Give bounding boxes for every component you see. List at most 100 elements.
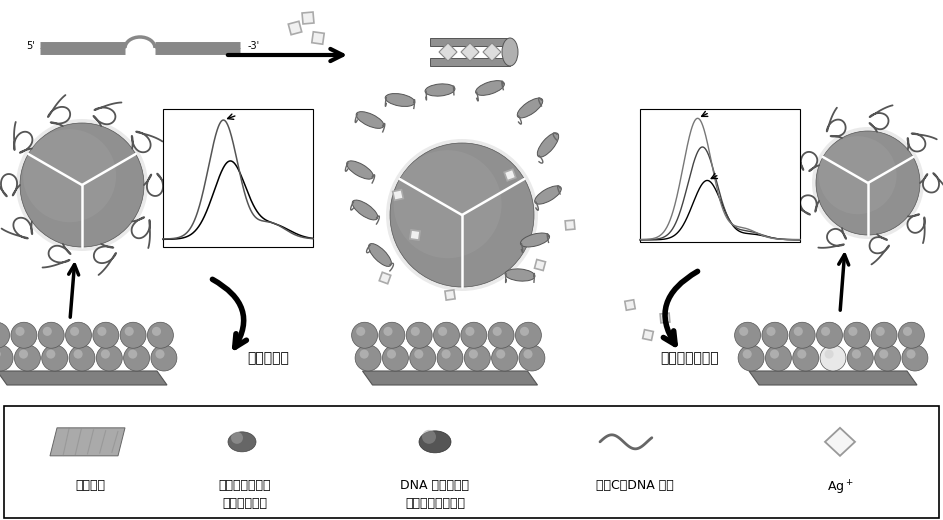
Bar <box>163 109 313 247</box>
Circle shape <box>379 322 405 348</box>
Circle shape <box>821 327 830 336</box>
Circle shape <box>820 345 846 371</box>
Ellipse shape <box>425 84 455 96</box>
Ellipse shape <box>419 431 451 453</box>
Text: 5': 5' <box>26 41 35 51</box>
Circle shape <box>844 322 869 348</box>
Text: DNA 探针修饰的
超顺磁性纳米微球: DNA 探针修饰的 超顺磁性纳米微球 <box>401 479 470 510</box>
Ellipse shape <box>356 112 384 128</box>
Circle shape <box>384 327 392 336</box>
Circle shape <box>464 345 490 371</box>
Circle shape <box>461 322 487 348</box>
Circle shape <box>69 345 95 371</box>
Circle shape <box>359 349 369 359</box>
Circle shape <box>441 349 451 359</box>
Polygon shape <box>439 43 457 61</box>
Circle shape <box>794 327 802 336</box>
Circle shape <box>523 349 533 359</box>
Circle shape <box>437 345 463 371</box>
Polygon shape <box>0 371 167 385</box>
Circle shape <box>488 322 514 348</box>
Circle shape <box>899 322 924 348</box>
Polygon shape <box>825 428 855 456</box>
Polygon shape <box>50 428 125 456</box>
Circle shape <box>147 322 174 348</box>
Text: -3': -3' <box>248 41 260 51</box>
Polygon shape <box>302 12 314 24</box>
Circle shape <box>152 327 161 336</box>
Circle shape <box>406 322 432 348</box>
Bar <box>430 38 510 46</box>
Polygon shape <box>625 300 636 310</box>
Circle shape <box>519 345 545 371</box>
Circle shape <box>797 349 806 359</box>
Circle shape <box>356 327 365 336</box>
Circle shape <box>824 349 834 359</box>
Circle shape <box>816 131 920 235</box>
Polygon shape <box>445 290 455 300</box>
Polygon shape <box>362 371 538 385</box>
Circle shape <box>848 345 873 371</box>
Circle shape <box>871 322 897 348</box>
Circle shape <box>0 322 9 348</box>
Circle shape <box>465 327 474 336</box>
Circle shape <box>386 139 538 291</box>
Circle shape <box>383 345 408 371</box>
Circle shape <box>793 345 819 371</box>
Circle shape <box>390 143 534 287</box>
Circle shape <box>762 322 788 348</box>
Polygon shape <box>660 313 670 323</box>
Circle shape <box>101 349 110 359</box>
Polygon shape <box>379 272 390 284</box>
Circle shape <box>874 345 901 371</box>
Circle shape <box>492 327 502 336</box>
Polygon shape <box>749 371 917 385</box>
Polygon shape <box>643 330 653 340</box>
Circle shape <box>767 327 775 336</box>
Circle shape <box>769 349 779 359</box>
Circle shape <box>41 345 68 371</box>
Circle shape <box>520 327 529 336</box>
Ellipse shape <box>385 94 415 107</box>
Circle shape <box>903 327 912 336</box>
Circle shape <box>42 327 52 336</box>
Circle shape <box>387 349 396 359</box>
Bar <box>4 406 939 518</box>
Ellipse shape <box>518 98 543 118</box>
Ellipse shape <box>535 186 561 204</box>
Polygon shape <box>312 32 324 44</box>
Circle shape <box>738 345 764 371</box>
Circle shape <box>128 349 138 359</box>
Circle shape <box>97 327 107 336</box>
Polygon shape <box>392 190 404 200</box>
Bar <box>640 109 800 242</box>
Circle shape <box>65 322 91 348</box>
Circle shape <box>11 322 37 348</box>
Circle shape <box>819 136 897 214</box>
Text: Ag$^+$: Ag$^+$ <box>827 479 853 497</box>
Circle shape <box>151 345 177 371</box>
Circle shape <box>876 327 885 336</box>
Circle shape <box>789 322 815 348</box>
Text: 添加目标物: 添加目标物 <box>247 351 289 365</box>
Ellipse shape <box>228 432 256 452</box>
Text: 外加磁场: 外加磁场 <box>75 479 105 492</box>
Circle shape <box>120 322 146 348</box>
Circle shape <box>74 349 83 359</box>
Circle shape <box>516 322 541 348</box>
Circle shape <box>23 129 116 222</box>
Ellipse shape <box>347 161 373 179</box>
Circle shape <box>743 349 752 359</box>
Circle shape <box>14 345 41 371</box>
Circle shape <box>352 322 377 348</box>
Circle shape <box>231 432 243 444</box>
Circle shape <box>124 345 150 371</box>
Text: 添加更多目标物: 添加更多目标物 <box>661 351 720 365</box>
Polygon shape <box>410 230 420 240</box>
Polygon shape <box>505 169 516 181</box>
Circle shape <box>15 327 25 336</box>
Text: 富含C的DNA 探针: 富含C的DNA 探针 <box>596 479 674 492</box>
Ellipse shape <box>353 200 378 220</box>
Circle shape <box>16 119 148 251</box>
Circle shape <box>356 345 381 371</box>
